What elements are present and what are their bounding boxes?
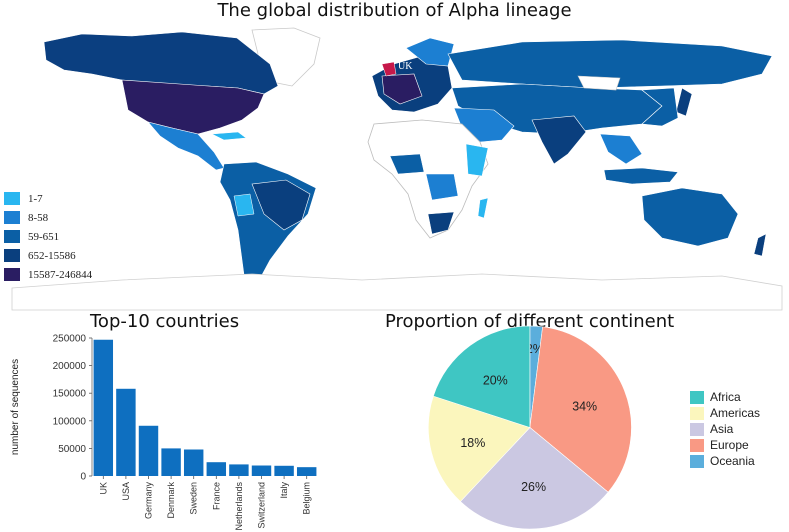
map-brazil [251, 179, 311, 231]
pie-legend-label: Oceania [710, 454, 755, 468]
pie-slice-europe [529, 326, 632, 493]
bar-y-tick-label: 200000 [53, 361, 87, 372]
map-mongolia [577, 75, 621, 91]
map-southeast-asia [599, 133, 643, 165]
bar-netherlands [229, 464, 249, 476]
bar-belgium [296, 467, 317, 476]
bar-x-tick-label: UK [98, 482, 108, 495]
map-south-africa [427, 211, 455, 235]
map-legend-swatch [4, 211, 20, 224]
pie-slice-label: 20% [483, 374, 508, 388]
map-madagascar [477, 197, 489, 219]
map-new-zealand [753, 233, 767, 257]
map-legend-swatch [4, 249, 20, 262]
map-western-europe [381, 73, 423, 105]
map-east-asia [641, 87, 679, 127]
pie-legend-item: Asia [690, 421, 760, 437]
map-title: The global distribution of Alpha lineage [217, 0, 572, 21]
pie-chart: 2%34%26%18%20% [428, 325, 632, 530]
pie-slice-label: 26% [521, 480, 546, 494]
pie-legend-swatch [690, 406, 704, 420]
bar-italy [274, 465, 294, 476]
bar-germany [138, 425, 159, 476]
bar-switzerland [251, 465, 272, 476]
map-indonesia [603, 167, 679, 185]
map-legend-item: 1-7 [4, 190, 92, 207]
pie-legend-swatch [690, 422, 704, 436]
bar-y-tick-label: 250000 [53, 334, 87, 345]
pie-legend: Africa Americas Asia Europe Oceania [690, 389, 760, 469]
map-annotation-uk: UK [398, 61, 413, 72]
pie-legend-swatch [690, 454, 704, 468]
bar-chart: number of sequences 0 50000 100000 150000 200… [10, 334, 317, 531]
map-legend-label: 8-58 [28, 211, 49, 224]
map-antarctica [11, 273, 783, 311]
map-legend-item: 59-651 [4, 228, 92, 245]
map-legend-swatch [4, 230, 20, 243]
map-legend-swatch [4, 192, 20, 205]
bar-denmark [161, 448, 181, 476]
map-uk-region [381, 61, 397, 77]
pie-slice-africa [432, 325, 531, 428]
pie-legend-label: Asia [710, 422, 734, 436]
bar-y-tick-label: 150000 [53, 389, 87, 400]
map-africa-center [425, 173, 459, 201]
bar-sweden [183, 449, 204, 476]
bar-x-tick-label: Sweden [189, 482, 199, 515]
map-africa-east [465, 143, 489, 177]
map-legend: 1-7 8-58 59-651 652-15586 15587-246844 [4, 190, 92, 285]
map-south-america-light [233, 193, 255, 217]
bar-x-tick-label: Netherlands [234, 482, 244, 531]
map-legend-item: 652-15586 [4, 247, 92, 264]
bar-x-tick-label: Germany [144, 482, 154, 520]
map-legend-label: 15587-246844 [28, 268, 93, 281]
bar-x-tick-label: Denmark [166, 482, 176, 519]
pie-legend-swatch [690, 390, 704, 404]
map-india [531, 115, 587, 165]
pie-legend-item: Europe [690, 437, 760, 453]
pie-legend-swatch [690, 438, 704, 452]
pie-legend-label: Americas [710, 406, 761, 420]
bar-x-tick-label: Switzerland [257, 482, 267, 529]
pie-legend-item: Oceania [690, 453, 760, 469]
bar-x-tick-label: Belgium [302, 482, 312, 515]
map-japan [675, 87, 693, 117]
pie-legend-label: Africa [710, 390, 741, 404]
bar-x-tick-label: USA [121, 482, 131, 501]
bar-x-tick-label: Italy [279, 482, 289, 499]
map-legend-item: 15587-246844 [4, 266, 92, 283]
pie-chart-title: Proportion of different continent [385, 311, 675, 332]
bar-y-tick-label: 0 [80, 472, 86, 483]
bar-y-tick-label: 100000 [53, 416, 87, 427]
bar-x-tick-label: France [211, 482, 221, 510]
map-central-america [147, 121, 225, 171]
bar-usa [116, 388, 136, 476]
map-legend-item: 8-58 [4, 209, 92, 226]
pie-slice-americas [428, 395, 531, 502]
pie-slice-label: 34% [572, 400, 597, 414]
map-australia [641, 187, 739, 247]
pie-legend-item: Africa [690, 389, 760, 405]
map-africa-west [389, 153, 425, 175]
map-legend-swatch [4, 268, 20, 281]
pie-legend-item: Americas [690, 405, 760, 421]
pie-slice-label: 18% [460, 436, 485, 450]
bar-france [206, 462, 227, 476]
world-map: UK [2, 24, 787, 312]
bar-uk [93, 339, 114, 476]
pie-legend-label: Europe [710, 438, 749, 452]
map-legend-label: 59-651 [28, 230, 60, 243]
pie-slice-asia [459, 427, 609, 530]
bar-chart-title: Top-10 countries [90, 311, 240, 332]
map-russia [447, 39, 773, 89]
bar-y-axis-label: number of sequences [10, 359, 21, 455]
bar-y-tick-label: 50000 [58, 444, 86, 455]
map-legend-label: 1-7 [28, 192, 43, 205]
map-legend-label: 652-15586 [28, 249, 76, 262]
map-caribbean [211, 131, 247, 141]
map-usa [121, 79, 265, 135]
